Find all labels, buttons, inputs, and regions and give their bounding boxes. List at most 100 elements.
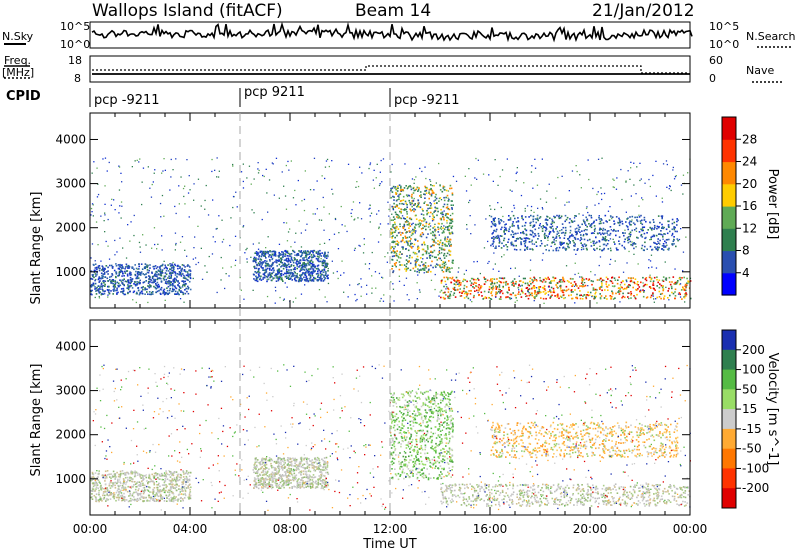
- scatter-point: [157, 273, 159, 276]
- scatter-point: [149, 267, 151, 269]
- scatter-point: [156, 271, 158, 273]
- scatter-point: [428, 191, 430, 193]
- scatter-point: [189, 189, 191, 191]
- scatter-point: [470, 277, 473, 280]
- scatter-point: [573, 241, 575, 244]
- scatter-point: [100, 272, 103, 275]
- scatter-point: [109, 492, 111, 494]
- scatter-point: [122, 292, 124, 295]
- scatter-point: [575, 215, 577, 217]
- scatter-point: [324, 296, 326, 298]
- scatter-point: [531, 230, 533, 232]
- scatter-point: [443, 267, 446, 269]
- scatter-point: [541, 242, 543, 245]
- scatter-point: [494, 159, 496, 161]
- scatter-point: [176, 275, 178, 278]
- scatter-point: [160, 280, 163, 282]
- scatter-point: [153, 483, 156, 486]
- scatter-point: [257, 276, 259, 279]
- scatter-point: [426, 187, 428, 190]
- scatter-point: [132, 480, 134, 483]
- scatter-point: [558, 297, 560, 300]
- scatter-point: [136, 472, 139, 474]
- scatter-point: [290, 160, 292, 162]
- scatter-point: [183, 195, 185, 198]
- scatter-point: [181, 286, 184, 288]
- scatter-point: [487, 296, 490, 299]
- scatter-point: [302, 259, 304, 261]
- scatter-point: [623, 240, 626, 243]
- scatter-point: [267, 262, 269, 265]
- scatter-point: [265, 271, 268, 273]
- scatter-point: [484, 296, 487, 298]
- scatter-point: [655, 234, 658, 237]
- scatter-point: [671, 233, 674, 236]
- scatter-point: [297, 252, 300, 255]
- scatter-point: [129, 271, 131, 273]
- scatter-point: [136, 276, 138, 279]
- scatter-point: [677, 280, 679, 282]
- scatter-point: [98, 489, 100, 492]
- scatter-point: [593, 248, 595, 250]
- scatter-point: [158, 277, 161, 279]
- scatter-point: [145, 265, 147, 268]
- scatter-point: [515, 297, 517, 299]
- scatter-point: [551, 225, 554, 228]
- scatter-point: [224, 287, 226, 290]
- scatter-point: [153, 475, 156, 477]
- scatter-point: [489, 298, 492, 300]
- scatter-point: [360, 278, 362, 280]
- scatter-point: [267, 236, 269, 238]
- scatter-point: [286, 264, 289, 267]
- scatter-point: [569, 242, 571, 244]
- scatter-point: [418, 251, 420, 253]
- scatter-point: [397, 228, 400, 230]
- scatter-point: [135, 277, 137, 280]
- scatter-point: [406, 203, 408, 206]
- scatter-point: [551, 220, 554, 222]
- scatter-point: [442, 205, 445, 208]
- scatter-point: [407, 244, 409, 246]
- scatter-point: [364, 263, 367, 265]
- scatter-point: [257, 262, 260, 264]
- scatter-point: [309, 251, 311, 254]
- scatter-point: [410, 188, 413, 191]
- scatter-point: [539, 279, 542, 282]
- scatter-point: [269, 259, 271, 261]
- scatter-point: [446, 203, 449, 206]
- scatter-point: [430, 232, 432, 235]
- scatter-point: [129, 500, 131, 502]
- scatter-point: [420, 261, 423, 263]
- scatter-point: [290, 258, 293, 260]
- scatter-point: [165, 270, 168, 272]
- scatter-point: [172, 290, 174, 292]
- scatter-point: [494, 295, 497, 298]
- scatter-point: [173, 471, 176, 474]
- scatter-point: [275, 157, 278, 159]
- scatter-point: [428, 192, 430, 194]
- scatter-point: [395, 243, 397, 245]
- scatter-point: [662, 243, 665, 245]
- scatter-point: [131, 278, 133, 280]
- scatter-point: [123, 283, 125, 286]
- scatter-point: [264, 251, 267, 253]
- scatter-point: [278, 197, 280, 199]
- scatter-point: [267, 252, 269, 255]
- scatter-point: [149, 187, 151, 189]
- scatter-point: [499, 222, 501, 224]
- scatter-point: [278, 243, 281, 245]
- scatter-point: [166, 287, 168, 289]
- scatter-point: [408, 223, 410, 225]
- scatter-point: [419, 191, 422, 193]
- scatter-point: [132, 486, 134, 488]
- scatter-point: [643, 226, 646, 228]
- scatter-point: [323, 255, 326, 257]
- scatter-point: [499, 281, 502, 283]
- scatter-point: [557, 176, 559, 179]
- scatter-point: [671, 281, 673, 283]
- scatter-point: [532, 215, 535, 218]
- scatter-point: [98, 500, 100, 503]
- scatter-point: [557, 249, 560, 252]
- scatter-point: [170, 275, 172, 278]
